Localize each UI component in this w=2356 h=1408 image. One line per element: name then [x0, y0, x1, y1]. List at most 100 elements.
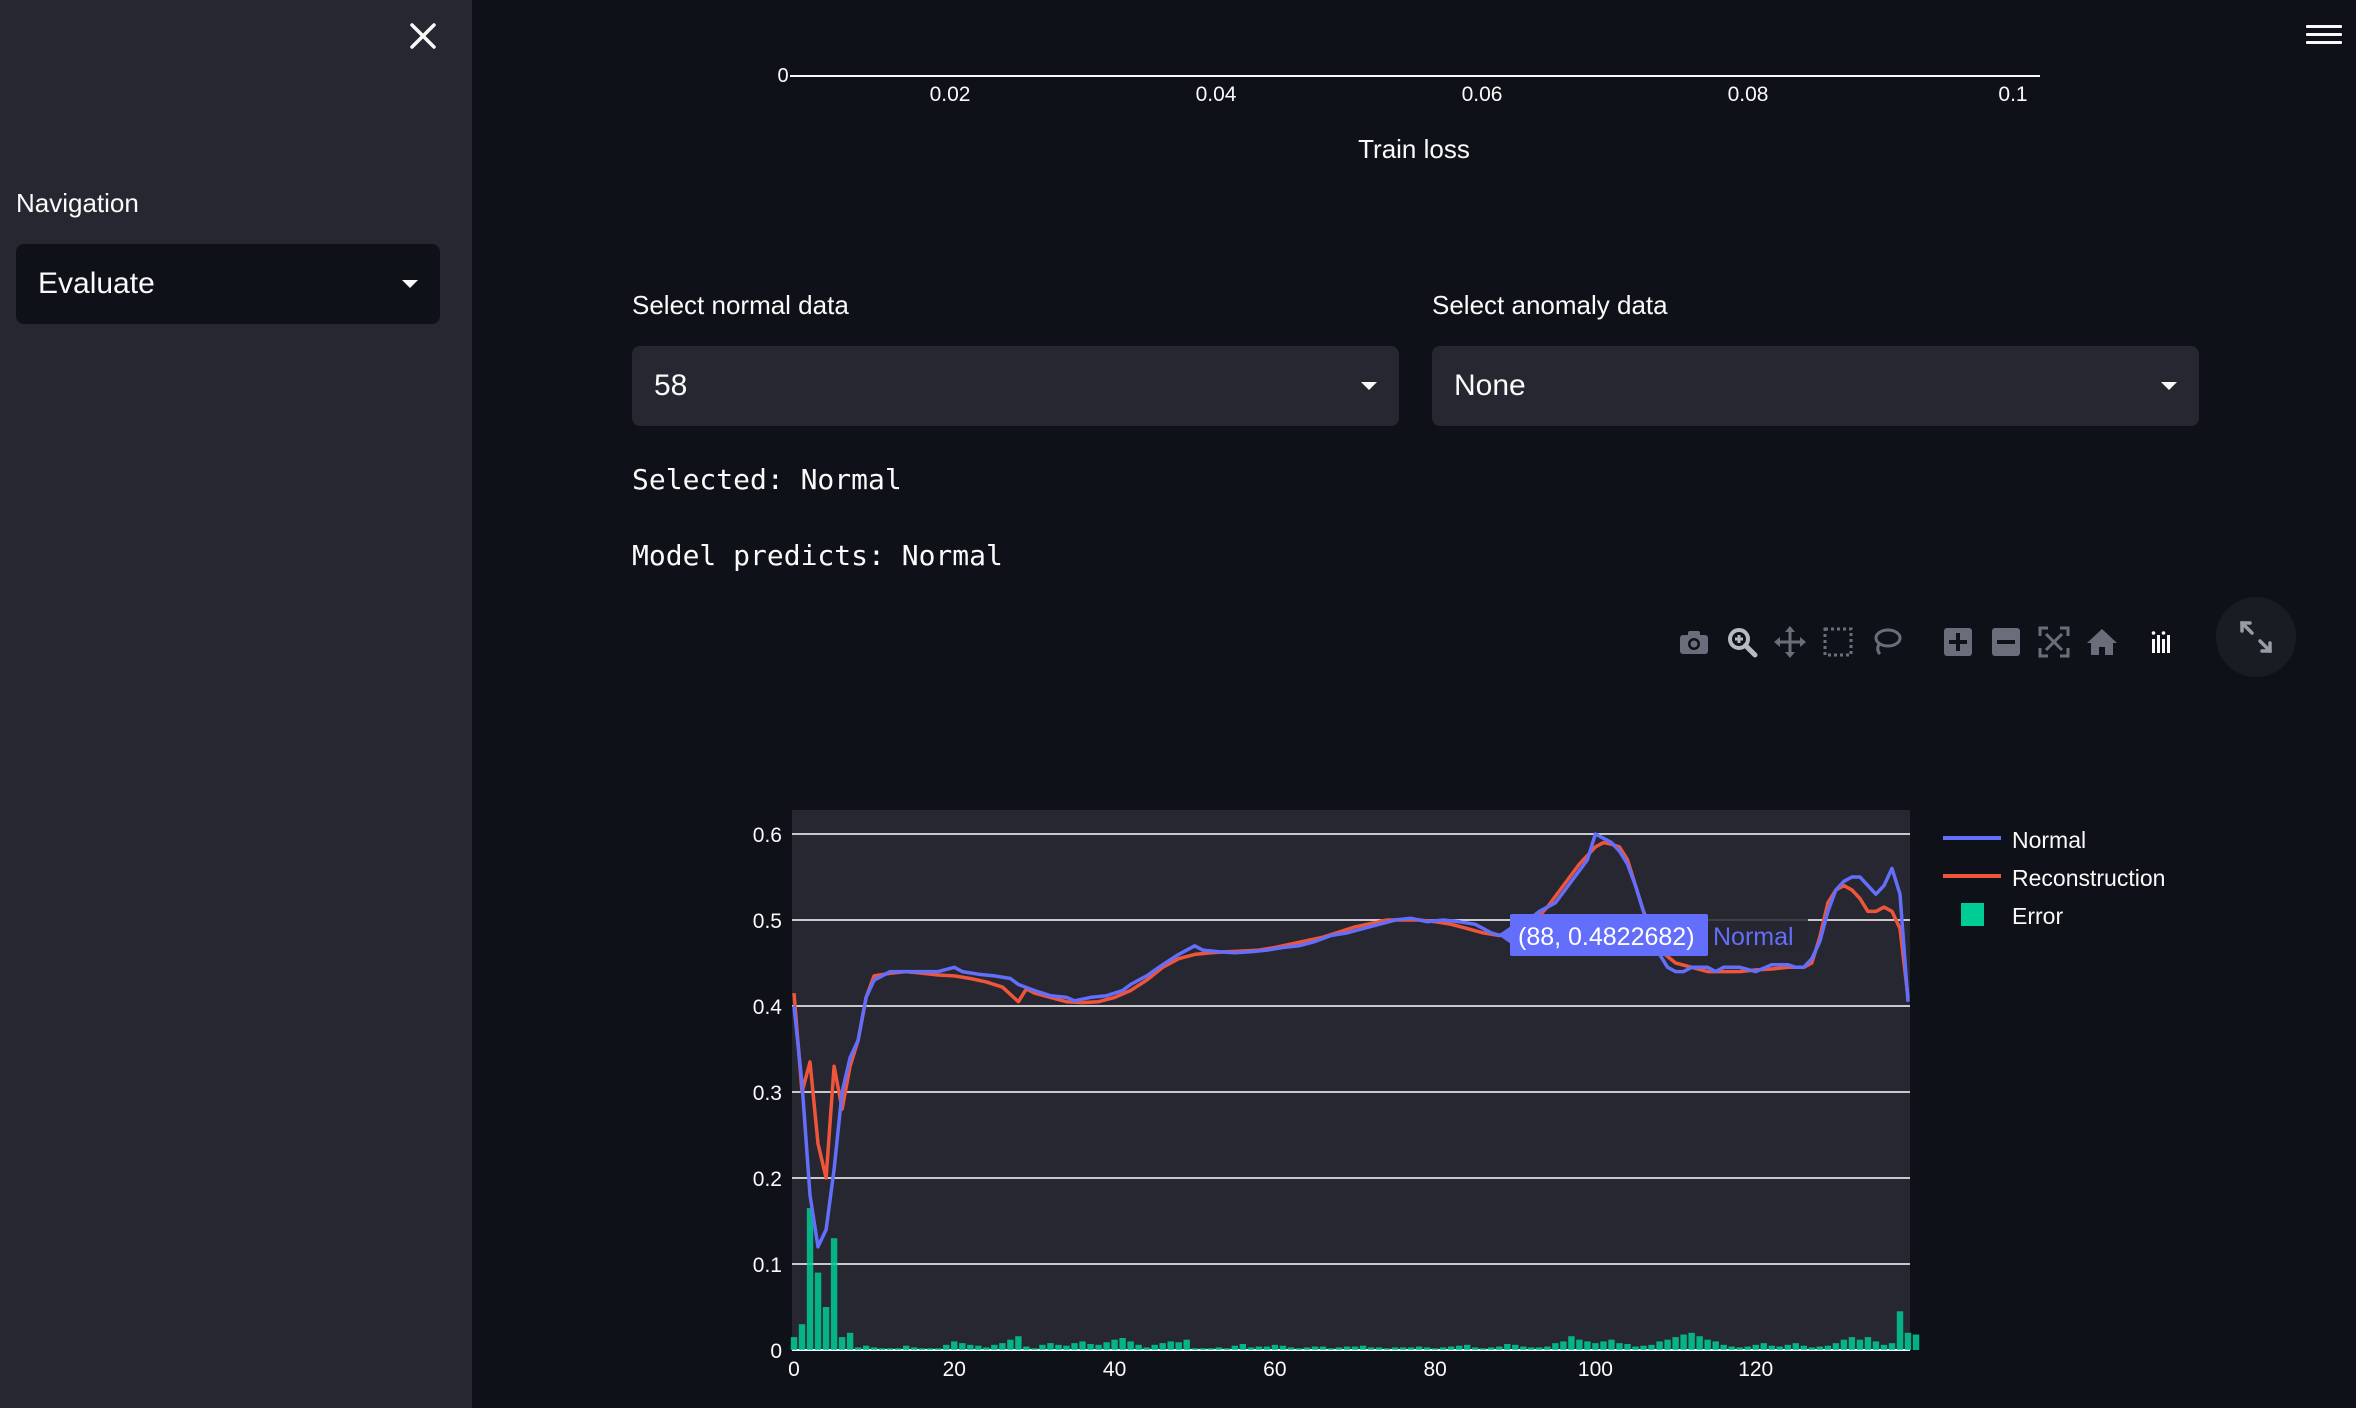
error-bar[interactable] [1239, 1343, 1247, 1350]
plotly-logo-button[interactable] [2146, 626, 2178, 658]
error-bar[interactable] [1391, 1347, 1399, 1350]
error-bar[interactable] [1415, 1346, 1423, 1350]
error-bar[interactable] [1472, 1347, 1479, 1350]
error-bar[interactable] [1496, 1346, 1503, 1350]
error-bar[interactable] [1183, 1339, 1190, 1350]
error-bar[interactable] [1728, 1346, 1735, 1350]
error-bar[interactable] [854, 1347, 862, 1350]
error-bar[interactable] [1792, 1343, 1800, 1350]
error-bar[interactable] [1359, 1345, 1367, 1350]
legend-item-error[interactable]: Error [1961, 903, 2063, 929]
error-bar[interactable] [927, 1348, 934, 1350]
error-bar[interactable] [1664, 1339, 1671, 1350]
download-png-button[interactable] [1678, 626, 1710, 658]
error-bar[interactable] [1848, 1337, 1856, 1350]
error-bar[interactable] [1856, 1339, 1864, 1350]
reconstruction-series-line[interactable] [792, 840, 1910, 1180]
error-bar[interactable] [951, 1341, 958, 1350]
zoom-button[interactable] [1726, 626, 1758, 658]
error-bar[interactable] [991, 1344, 998, 1350]
error-bar[interactable] [1752, 1344, 1759, 1350]
error-bar[interactable] [1784, 1344, 1791, 1350]
error-bar[interactable] [1608, 1339, 1615, 1350]
error-bar[interactable] [798, 1324, 806, 1350]
error-bar[interactable] [862, 1345, 870, 1350]
error-bar[interactable] [1231, 1345, 1238, 1350]
error-bar[interactable] [1720, 1344, 1727, 1350]
error-bar[interactable] [1864, 1337, 1872, 1350]
error-bar[interactable] [1087, 1343, 1094, 1350]
error-bar[interactable] [1311, 1346, 1319, 1350]
error-bar[interactable] [1600, 1341, 1607, 1350]
error-bar[interactable] [1063, 1345, 1070, 1350]
error-bar[interactable] [1616, 1343, 1623, 1350]
legend-item-reconstruction[interactable]: Reconstruction [1943, 865, 2165, 891]
error-bar[interactable] [1800, 1345, 1808, 1350]
error-bar[interactable] [959, 1343, 966, 1350]
error-bar[interactable] [1111, 1339, 1118, 1350]
error-bar[interactable] [1624, 1343, 1631, 1350]
error-bar[interactable] [1896, 1311, 1904, 1350]
error-bar[interactable] [1504, 1343, 1511, 1350]
error-bar[interactable] [967, 1344, 974, 1350]
error-bar[interactable] [1568, 1336, 1575, 1350]
anomaly-data-select[interactable]: None [1432, 346, 2199, 426]
error-bar[interactable] [1672, 1337, 1679, 1350]
error-bar[interactable] [1584, 1341, 1591, 1350]
error-bar[interactable] [814, 1272, 822, 1350]
error-bar[interactable] [1632, 1346, 1639, 1350]
error-bar[interactable] [1832, 1343, 1840, 1350]
error-bar[interactable] [1343, 1346, 1351, 1350]
error-bar[interactable] [1816, 1346, 1824, 1350]
error-bar[interactable] [1544, 1346, 1551, 1350]
error-bar[interactable] [1464, 1344, 1471, 1350]
error-bar[interactable] [1255, 1346, 1263, 1350]
error-bar[interactable] [1431, 1348, 1439, 1350]
error-bar[interactable] [1135, 1344, 1142, 1350]
error-bar[interactable] [1271, 1344, 1279, 1350]
error-bar[interactable] [1079, 1341, 1086, 1350]
error-bar[interactable] [1576, 1339, 1583, 1350]
box-select-button[interactable] [1822, 626, 1854, 658]
error-bar[interactable] [1351, 1346, 1359, 1350]
error-bar[interactable] [870, 1347, 878, 1350]
error-bar[interactable] [886, 1348, 894, 1350]
error-bar[interactable] [1528, 1347, 1535, 1350]
error-bar[interactable] [1696, 1336, 1703, 1350]
error-bar[interactable] [1159, 1343, 1166, 1350]
error-bar[interactable] [1640, 1345, 1647, 1350]
error-bar[interactable] [1840, 1339, 1848, 1350]
close-sidebar-button[interactable] [405, 18, 441, 54]
error-bar[interactable] [902, 1345, 910, 1350]
error-bar[interactable] [1872, 1341, 1880, 1350]
error-bar[interactable] [1319, 1346, 1327, 1350]
pan-button[interactable] [1774, 626, 1806, 658]
fullscreen-button[interactable] [2216, 597, 2296, 677]
error-bar[interactable] [1712, 1341, 1719, 1350]
error-bar[interactable] [1071, 1343, 1078, 1350]
error-bar[interactable] [838, 1337, 846, 1350]
error-bar[interactable] [1455, 1345, 1463, 1350]
error-bar[interactable] [1439, 1347, 1447, 1350]
error-bar[interactable] [1303, 1347, 1311, 1350]
error-bar[interactable] [1127, 1341, 1134, 1350]
error-bar[interactable] [1247, 1347, 1255, 1350]
error-bar[interactable] [911, 1347, 918, 1350]
error-bar[interactable] [1223, 1348, 1230, 1350]
error-bar[interactable] [1199, 1348, 1206, 1350]
error-bar[interactable] [878, 1348, 886, 1350]
error-bar[interactable] [1383, 1348, 1391, 1350]
error-bar[interactable] [1744, 1346, 1751, 1350]
error-bar[interactable] [1055, 1344, 1062, 1350]
error-bar[interactable] [822, 1307, 830, 1350]
error-bar[interactable] [1175, 1342, 1182, 1350]
error-bar[interactable] [1119, 1337, 1126, 1350]
error-bar[interactable] [1367, 1347, 1375, 1350]
error-bar[interactable] [1447, 1346, 1455, 1350]
error-bar[interactable] [806, 1208, 814, 1350]
error-bar[interactable] [1327, 1348, 1335, 1350]
error-bar[interactable] [999, 1343, 1006, 1350]
error-bar[interactable] [1215, 1347, 1222, 1350]
error-bar[interactable] [1039, 1344, 1046, 1350]
error-bar[interactable] [1768, 1345, 1775, 1350]
